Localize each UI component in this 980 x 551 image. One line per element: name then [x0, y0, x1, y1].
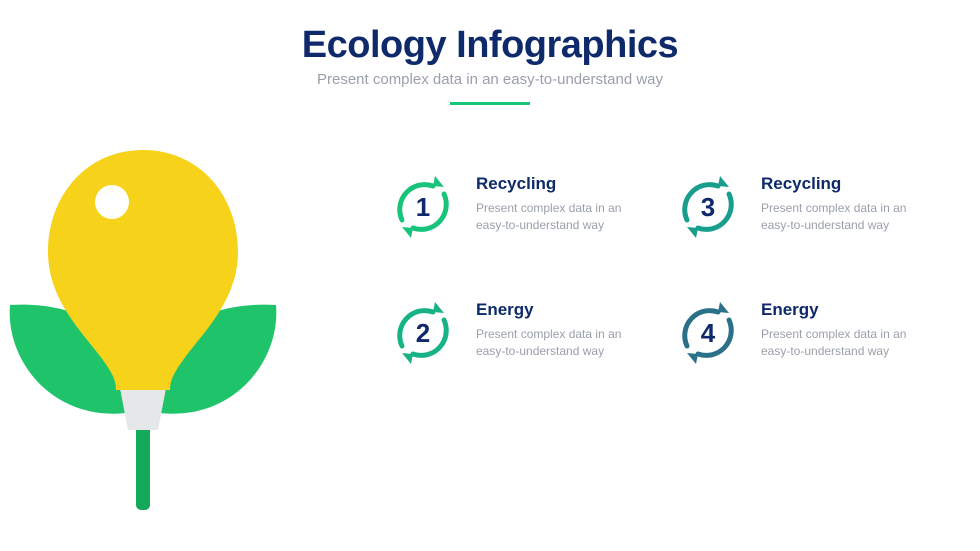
- eco-bulb-icon: [0, 130, 300, 510]
- cycle-icon: 2: [388, 298, 458, 368]
- eco-bulb-illustration: [0, 130, 300, 510]
- item-3: 3 Recycling Present complex data in an e…: [673, 172, 928, 242]
- cycle-icon: 4: [673, 298, 743, 368]
- cycle-icon: 3: [673, 172, 743, 242]
- item-number: 3: [673, 172, 743, 242]
- item-desc: Present complex data in an easy-to-under…: [476, 326, 626, 361]
- item-2: 2 Energy Present complex data in an easy…: [388, 298, 643, 368]
- item-title: Recycling: [761, 174, 911, 194]
- item-text: Recycling Present complex data in an eas…: [476, 172, 626, 235]
- item-4: 4 Energy Present complex data in an easy…: [673, 298, 928, 368]
- item-1: 1 Recycling Present complex data in an e…: [388, 172, 643, 242]
- item-desc: Present complex data in an easy-to-under…: [761, 326, 911, 361]
- items-grid: 1 Recycling Present complex data in an e…: [388, 172, 928, 368]
- item-number: 4: [673, 298, 743, 368]
- page-subtitle: Present complex data in an easy-to-under…: [0, 71, 980, 88]
- cycle-icon: 1: [388, 172, 458, 242]
- header: Ecology Infographics Present complex dat…: [0, 0, 980, 105]
- page-title: Ecology Infographics: [0, 24, 980, 67]
- item-text: Energy Present complex data in an easy-t…: [761, 298, 911, 361]
- item-title: Recycling: [476, 174, 626, 194]
- item-text: Energy Present complex data in an easy-t…: [476, 298, 626, 361]
- item-desc: Present complex data in an easy-to-under…: [476, 200, 626, 235]
- title-underline: [450, 102, 530, 105]
- item-desc: Present complex data in an easy-to-under…: [761, 200, 911, 235]
- item-number: 1: [388, 172, 458, 242]
- item-title: Energy: [761, 300, 911, 320]
- item-title: Energy: [476, 300, 626, 320]
- main-area: 1 Recycling Present complex data in an e…: [0, 130, 980, 551]
- item-text: Recycling Present complex data in an eas…: [761, 172, 911, 235]
- item-number: 2: [388, 298, 458, 368]
